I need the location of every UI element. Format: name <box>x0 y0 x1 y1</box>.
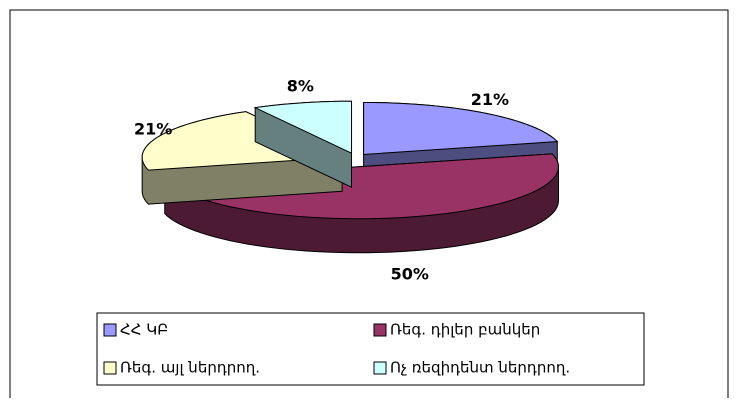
legend-label: ՀՀ ԿԲ <box>120 321 168 339</box>
slice-top <box>163 153 559 220</box>
data-label: 8% <box>287 76 314 95</box>
legend-label: Ռեգ. այլ ներդրող. <box>120 359 260 377</box>
data-label: 21% <box>471 90 509 109</box>
legend-label: Ռեգ. դիլեր բանկեր <box>390 321 540 339</box>
legend-label: Ոչ ռեզիդենտ ներդրող. <box>390 359 570 377</box>
legend-swatch <box>373 323 387 337</box>
pie-slice <box>253 100 353 189</box>
data-label: 50% <box>391 265 429 284</box>
legend-swatch <box>373 361 387 375</box>
data-label: 21% <box>134 120 172 139</box>
legend-swatch <box>103 323 117 337</box>
legend-swatch <box>103 361 117 375</box>
slice-top <box>363 101 559 156</box>
chart-frame <box>9 9 729 398</box>
slice-top <box>253 100 353 155</box>
legend-box <box>96 312 645 386</box>
